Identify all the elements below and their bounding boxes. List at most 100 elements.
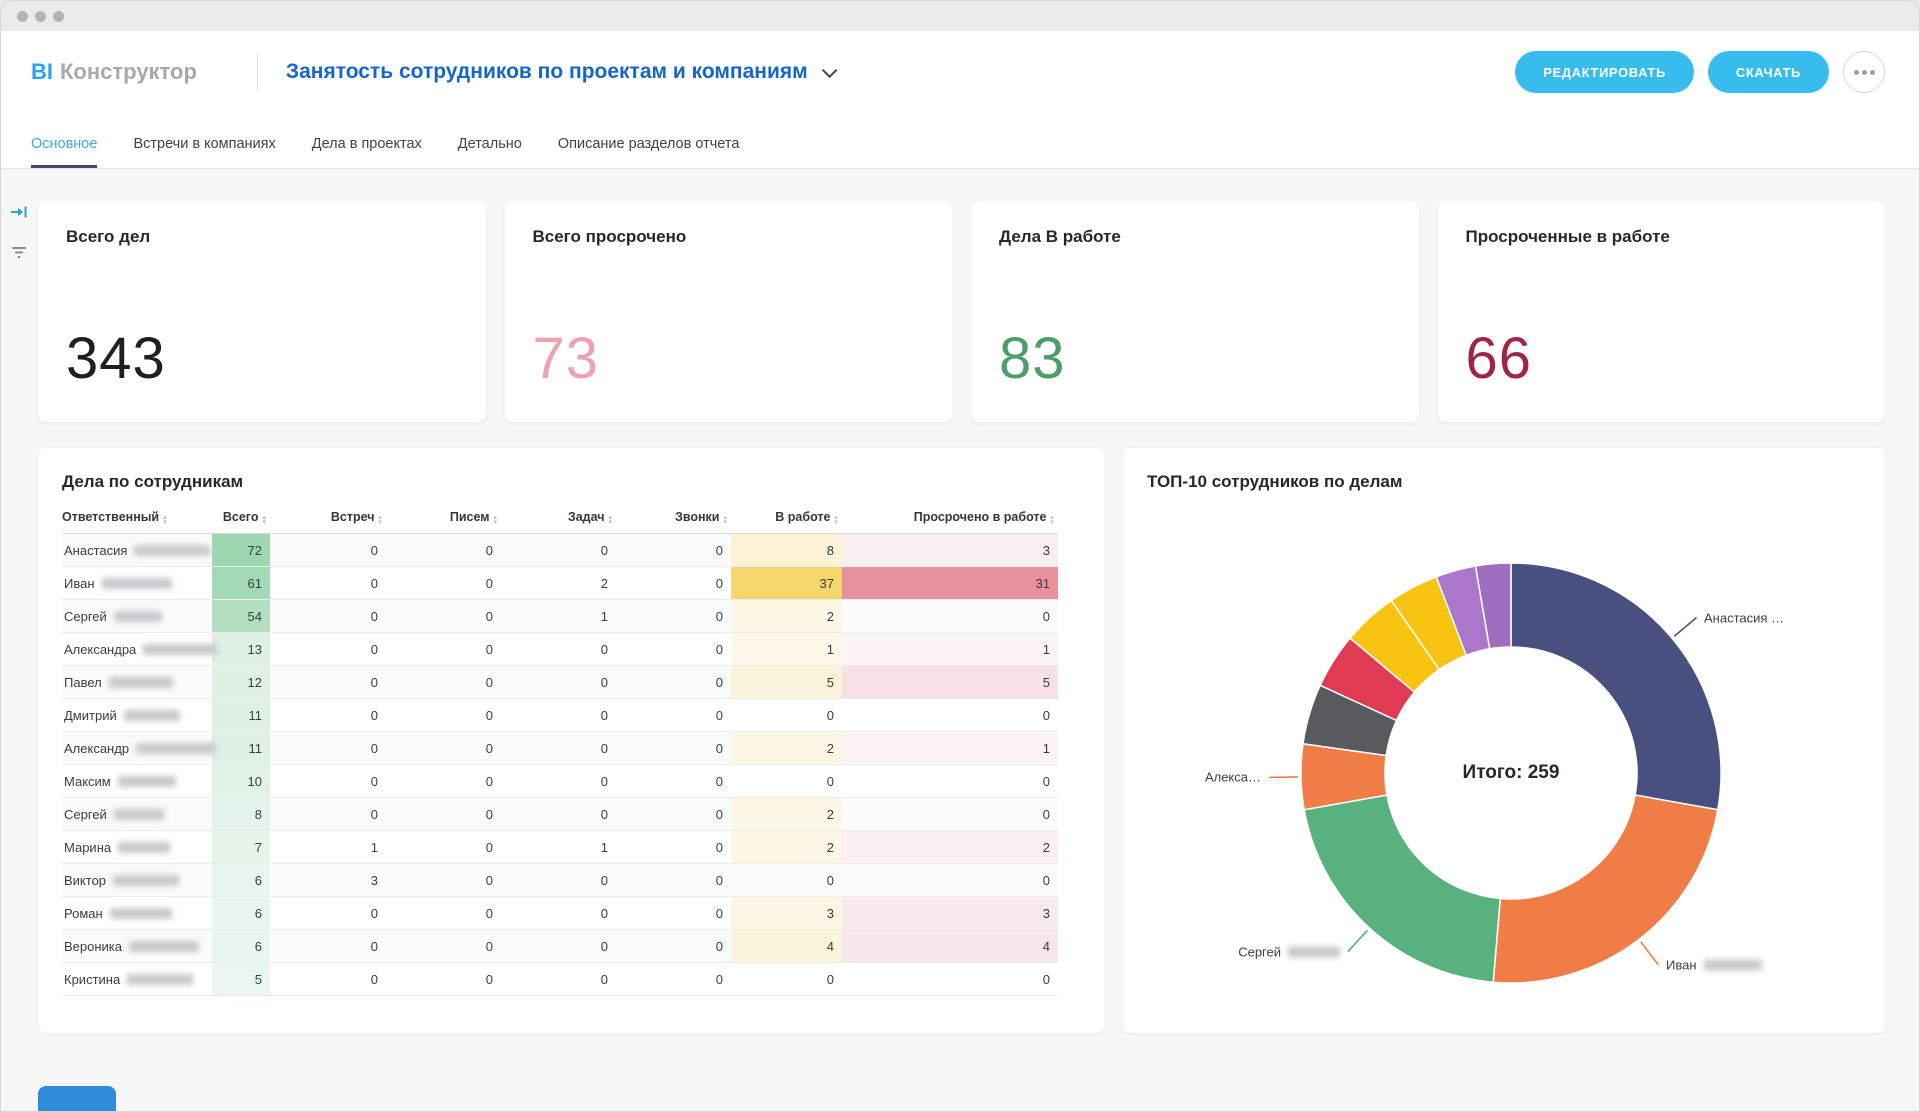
sort-icon[interactable]: ▴▾ — [262, 515, 266, 525]
value-cell: 0 — [386, 897, 501, 930]
kpi-title: Всего дел — [66, 227, 458, 247]
kpi-value: 73 — [533, 330, 925, 396]
panels-row: Дела по сотрудникам Ответственный▴▾Всего… — [1, 422, 1919, 1033]
partially-visible-tile[interactable] — [38, 1086, 116, 1112]
employee-table-panel: Дела по сотрудникам Ответственный▴▾Всего… — [38, 448, 1104, 1033]
table-row: Кристина5000000 — [62, 963, 1058, 996]
value-cell: 1 — [501, 600, 616, 633]
value-cell: 0 — [501, 666, 616, 699]
value-cell: 10 — [212, 765, 270, 798]
employee-name-cell: Анастасия — [62, 534, 212, 567]
table-row: Вероника6000044 — [62, 930, 1058, 963]
value-cell: 0 — [616, 732, 731, 765]
table-row: Иван6100203731 — [62, 567, 1058, 600]
value-cell: 0 — [616, 699, 731, 732]
table-row: Дмитрий11000000 — [62, 699, 1058, 732]
sort-icon[interactable]: ▴▾ — [163, 515, 167, 525]
value-cell: 0 — [386, 963, 501, 996]
value-cell: 1 — [501, 831, 616, 864]
edit-button[interactable]: РЕДАКТИРОВАТЬ — [1515, 51, 1694, 93]
tab-Дела в проектах[interactable]: Дела в проектах — [312, 113, 422, 168]
donut-callout-label: Иван — [1666, 958, 1762, 973]
value-cell: 0 — [270, 633, 386, 666]
blurred-surname — [113, 875, 179, 886]
blurred-surname — [114, 611, 162, 622]
callout-line — [1348, 930, 1368, 951]
value-cell: 0 — [501, 765, 616, 798]
tab-Встречи в компаниях[interactable]: Встречи в компаниях — [133, 113, 275, 168]
table-row: Роман6000033 — [62, 897, 1058, 930]
value-cell: 0 — [270, 666, 386, 699]
table-row: Сергей8000020 — [62, 798, 1058, 831]
sort-icon[interactable]: ▴▾ — [834, 515, 838, 525]
download-button[interactable]: СКАЧАТЬ — [1708, 51, 1829, 93]
employee-name-cell: Сергей — [62, 798, 212, 831]
table-row: Виктор6300000 — [62, 864, 1058, 897]
column-header: Ответственный▴▾ — [62, 510, 212, 534]
employee-table: Ответственный▴▾Всего▴▾Встреч▴▾Писем▴▾Зад… — [62, 510, 1058, 996]
kpi-row: Всего дел 343Всего просрочено 73Дела В р… — [1, 169, 1919, 422]
value-cell: 2 — [501, 567, 616, 600]
table-row: Анастасия72000083 — [62, 534, 1058, 567]
sort-icon[interactable]: ▴▾ — [1050, 515, 1054, 525]
table-row: Александр11000021 — [62, 732, 1058, 765]
blurred-surname — [124, 710, 180, 721]
tab-Детально[interactable]: Детально — [458, 113, 522, 168]
chevron-down-icon[interactable] — [822, 62, 838, 78]
value-cell: 0 — [501, 963, 616, 996]
blurred-surname — [127, 974, 193, 985]
sort-icon[interactable]: ▴▾ — [608, 515, 612, 525]
value-cell: 0 — [501, 534, 616, 567]
window-dot[interactable] — [17, 11, 28, 22]
value-cell: 0 — [501, 798, 616, 831]
value-cell: 0 — [386, 930, 501, 963]
table-row: Сергей54001020 — [62, 600, 1058, 633]
value-cell: 0 — [501, 897, 616, 930]
window-dot[interactable] — [35, 11, 46, 22]
side-toolbar — [9, 203, 29, 261]
donut-segment-Иван[interactable] — [1493, 795, 1718, 983]
sort-icon[interactable]: ▴▾ — [378, 515, 382, 525]
more-options-button[interactable] — [1843, 51, 1885, 93]
value-cell: 6 — [212, 864, 270, 897]
value-cell: 0 — [616, 600, 731, 633]
collapse-panel-icon[interactable] — [9, 203, 29, 221]
sort-icon[interactable]: ▴▾ — [723, 515, 727, 525]
value-cell: 0 — [270, 699, 386, 732]
employee-name-cell: Максим — [62, 765, 212, 798]
value-cell: 0 — [386, 567, 501, 600]
value-cell: 0 — [270, 897, 386, 930]
app-header: BI Конструктор Занятость сотрудников по … — [1, 31, 1919, 113]
blurred-surname — [1288, 947, 1340, 958]
tab-Описание разделов отчета[interactable]: Описание разделов отчета — [558, 113, 740, 168]
blurred-surname — [102, 578, 172, 589]
report-title-dropdown[interactable]: Занятость сотрудников по проектам и комп… — [286, 60, 833, 84]
value-cell: 0 — [501, 930, 616, 963]
report-tabs: Основное Встречи в компаниях Дела в проект… — [1, 113, 1919, 169]
blurred-surname — [143, 644, 217, 655]
app-window: BI Конструктор Занятость сотрудников по … — [0, 0, 1920, 1112]
employee-name-cell: Кристина — [62, 963, 212, 996]
value-cell: 0 — [501, 732, 616, 765]
dashboard-content: Всего дел 343Всего просрочено 73Дела В р… — [1, 169, 1919, 1112]
blurred-surname — [118, 842, 170, 853]
tab-Основное[interactable]: Основное — [31, 113, 97, 168]
filter-icon[interactable] — [9, 243, 29, 261]
column-header: Всего▴▾ — [212, 510, 270, 534]
value-cell: 0 — [616, 666, 731, 699]
employee-name-cell: Александр — [62, 732, 212, 765]
kpi-title: Просроченные в работе — [1466, 227, 1858, 247]
window-dot[interactable] — [53, 11, 64, 22]
value-cell: 0 — [270, 732, 386, 765]
value-cell: 3 — [842, 897, 1058, 930]
value-cell: 3 — [270, 864, 386, 897]
employee-name-cell: Вероника — [62, 930, 212, 963]
kpi-card: Дела В работе 83 — [971, 201, 1419, 422]
value-cell: 0 — [616, 798, 731, 831]
value-cell: 2 — [731, 600, 842, 633]
callout-line — [1269, 777, 1298, 778]
value-cell: 2 — [842, 831, 1058, 864]
sort-icon[interactable]: ▴▾ — [493, 515, 497, 525]
value-cell: 0 — [386, 699, 501, 732]
kpi-title: Всего просрочено — [533, 227, 925, 247]
